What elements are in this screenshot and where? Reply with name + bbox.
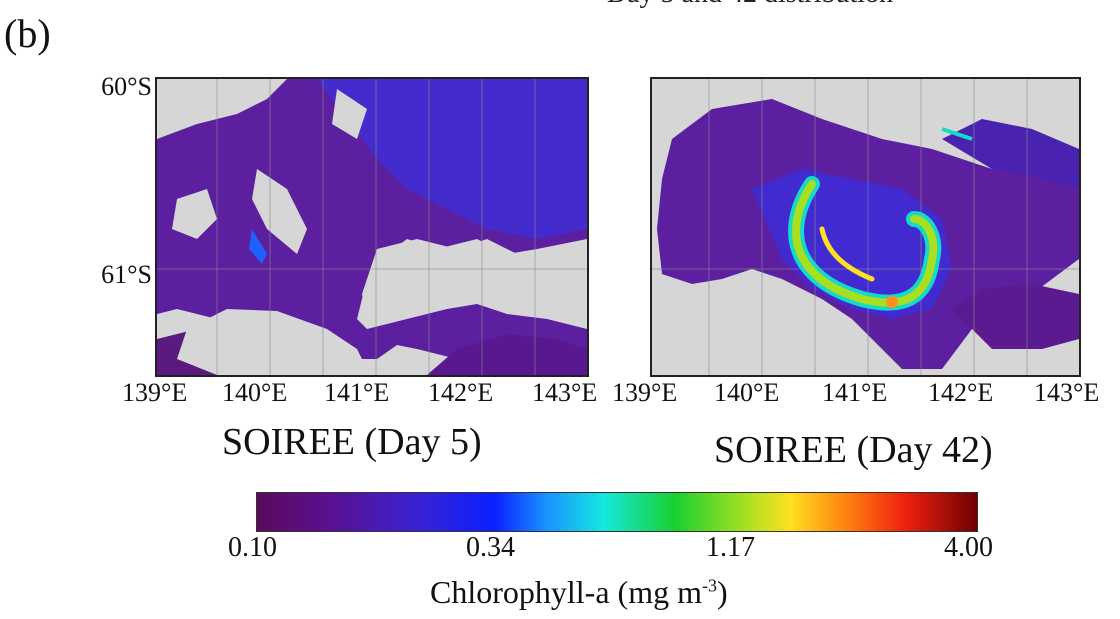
colorbar-label: Chlorophyll-a (mg m-3) bbox=[430, 574, 728, 611]
lon-label-143e: 143°E bbox=[532, 378, 598, 407]
lon-label-140e: 140°E bbox=[222, 378, 288, 407]
lon-label-139e: 139°E bbox=[122, 378, 188, 407]
lat-label-61s: 61°S bbox=[101, 260, 152, 289]
colorbar-tick-0: 0.10 bbox=[228, 532, 277, 563]
cropped-top-text: Day 5 and 42 distribution bbox=[600, 0, 900, 10]
lat-label-60s: 60°S bbox=[101, 72, 152, 101]
lon-label-142e-right: 142°E bbox=[928, 378, 994, 407]
chlorophyll-colorbar bbox=[256, 492, 978, 532]
caption-day42: SOIREE (Day 42) bbox=[714, 429, 993, 471]
colorbar-tick-3: 4.00 bbox=[944, 532, 993, 563]
map-day42-graphic bbox=[652, 79, 1079, 375]
colorbar-label-suffix: ) bbox=[716, 574, 728, 610]
lon-label-140e-right: 140°E bbox=[714, 378, 780, 407]
lon-label-142e: 142°E bbox=[428, 378, 494, 407]
chlorophyll-map-day5 bbox=[155, 77, 589, 377]
colorbar-tick-1: 0.34 bbox=[466, 532, 515, 563]
lon-label-139e-right: 139°E bbox=[612, 378, 678, 407]
colorbar-label-superscript: -3 bbox=[701, 575, 717, 596]
lon-label-141e-right: 141°E bbox=[822, 378, 888, 407]
chlorophyll-map-day42 bbox=[650, 77, 1081, 377]
caption-day5: SOIREE (Day 5) bbox=[222, 421, 482, 463]
colorbar-label-text: Chlorophyll-a (mg m bbox=[430, 574, 702, 610]
panel-label: (b) bbox=[4, 11, 51, 56]
lon-label-143e-right: 143°E bbox=[1034, 378, 1100, 407]
colorbar-tick-2: 1.17 bbox=[706, 532, 755, 563]
map-day5-graphic bbox=[157, 79, 587, 375]
lon-label-141e: 141°E bbox=[324, 378, 390, 407]
